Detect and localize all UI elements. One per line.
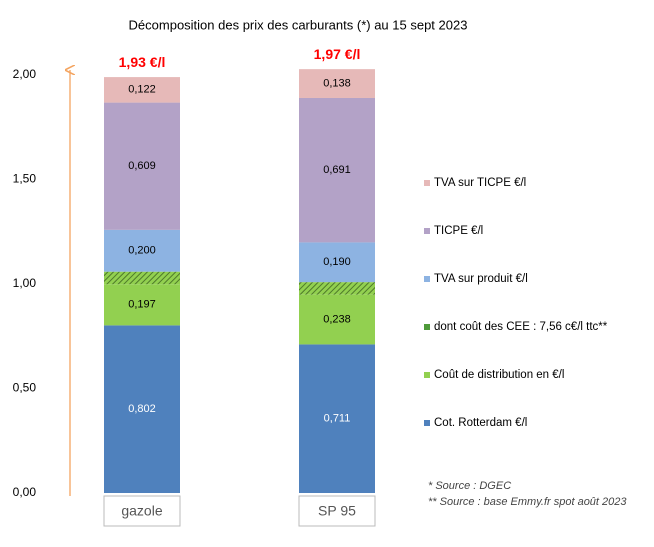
bar-segment <box>299 344 375 493</box>
legend-swatch <box>424 180 430 186</box>
legend-label: dont coût des CEE : 7,56 c€/l ttc** <box>434 321 608 333</box>
legend-swatch <box>424 276 430 282</box>
y-tick-label: 1,50 <box>13 172 37 186</box>
value-label: 0,802 <box>128 403 156 415</box>
bar-segment <box>299 69 375 98</box>
value-label: 0,190 <box>323 256 351 268</box>
bar-segment <box>104 102 180 230</box>
y-tick-label: 0,50 <box>13 381 37 395</box>
y-tick-label: 0,00 <box>13 485 37 499</box>
legend-swatch <box>424 324 430 330</box>
bar-segment <box>299 294 375 345</box>
legend-label: TICPE €/l <box>434 225 483 237</box>
bar-segment <box>299 97 375 243</box>
legend-label: TVA sur produit €/l <box>434 273 528 285</box>
bar-segment <box>104 284 180 326</box>
legend-label: Cot. Rotterdam €/l <box>434 417 527 429</box>
value-label: 0,122 <box>128 84 156 96</box>
y-tick-label: 2,00 <box>13 67 37 81</box>
bar-segment <box>104 271 180 285</box>
value-label: 0,691 <box>323 164 351 176</box>
total-label: 1,93 €/l <box>119 54 166 70</box>
legend-swatch <box>424 420 430 426</box>
category-box <box>298 495 376 527</box>
value-label: 0,609 <box>128 160 156 172</box>
total-label: 1,97 €/l <box>314 46 361 62</box>
bar-segment <box>104 77 180 103</box>
x-tick-label: SP 95 <box>318 503 356 519</box>
legend-label: Coût de distribution en €/l <box>434 369 564 381</box>
value-label: 0,238 <box>323 313 351 325</box>
legend-swatch <box>424 228 430 234</box>
bar-segment <box>104 229 180 272</box>
value-label: 0,138 <box>323 77 351 89</box>
source-note: * Source : DGEC <box>428 480 511 492</box>
chart-title: Décomposition des prix des carburants (*… <box>129 17 468 32</box>
value-label: 0,197 <box>128 299 156 311</box>
legend-label: TVA sur TICPE €/l <box>434 177 526 189</box>
bar-segment <box>299 282 375 295</box>
value-label: 0,711 <box>324 413 351 425</box>
legend-swatch <box>424 372 430 378</box>
bar-segment <box>299 242 375 283</box>
value-label: 0,200 <box>128 245 156 257</box>
bar-segment <box>104 325 180 493</box>
category-box <box>103 495 181 527</box>
y-tick-label: 1,00 <box>13 276 37 290</box>
source-note: ** Source : base Emmy.fr spot août 2023 <box>428 496 627 508</box>
x-tick-label: gazole <box>121 503 162 519</box>
